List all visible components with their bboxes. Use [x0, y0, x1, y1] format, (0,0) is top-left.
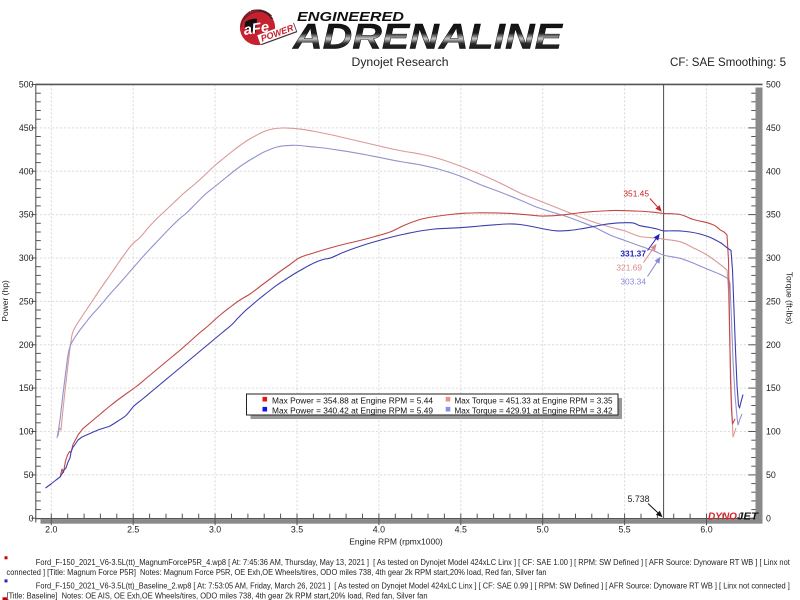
- svg-text:450: 450: [19, 123, 34, 133]
- svg-text:ADRENALINE: ADRENALINE: [292, 16, 564, 56]
- svg-text:ENGINEERED: ENGINEERED: [297, 9, 404, 24]
- svg-text:Max Torque = 451.33 at Engine: Max Torque = 451.33 at Engine RPM = 3.35: [455, 395, 613, 405]
- svg-text:100: 100: [19, 427, 34, 437]
- svg-text:500: 500: [19, 80, 34, 90]
- svg-text:331.37: 331.37: [620, 248, 646, 258]
- svg-text:5.738: 5.738: [627, 494, 649, 504]
- svg-text:450: 450: [766, 123, 781, 133]
- svg-text:5.0: 5.0: [537, 524, 549, 534]
- svg-text:250: 250: [766, 297, 781, 307]
- svg-text:400: 400: [19, 166, 34, 176]
- svg-text:Power (hp): Power (hp): [0, 280, 10, 322]
- svg-text:350: 350: [19, 210, 34, 220]
- svg-text:Ford_F-150_2021_V6-3.5L(tt)_Ma: Ford_F-150_2021_V6-3.5L(tt)_MagnumForceP…: [36, 558, 791, 567]
- svg-text:Ford_F-150_2021_V6-3.5L(tt)_Ba: Ford_F-150_2021_V6-3.5L(tt)_Baseline_2.w…: [36, 581, 790, 590]
- svg-text:2.5: 2.5: [127, 524, 139, 534]
- svg-text:6.0: 6.0: [700, 524, 712, 534]
- svg-text:50: 50: [766, 470, 776, 480]
- svg-text:50: 50: [24, 470, 34, 480]
- svg-text:100: 100: [766, 427, 781, 437]
- svg-text:5.5: 5.5: [618, 524, 630, 534]
- svg-text:250: 250: [19, 297, 34, 307]
- svg-text:150: 150: [19, 383, 34, 393]
- svg-text:Max Power = 354.88 at Engine R: Max Power = 354.88 at Engine RPM = 5.44: [272, 395, 433, 405]
- svg-text:CF: SAE Smoothing: 5: CF: SAE Smoothing: 5: [670, 57, 786, 69]
- svg-text:Max Torque = 429.91 at Engine: Max Torque = 429.91 at Engine RPM = 3.42: [455, 405, 613, 415]
- svg-text:Max Power = 340.42 at Engine R: Max Power = 340.42 at Engine RPM = 5.49: [272, 405, 433, 415]
- svg-text:DYNO: DYNO: [708, 511, 737, 523]
- svg-text:0: 0: [766, 513, 771, 523]
- svg-text:303.34: 303.34: [620, 276, 646, 286]
- svg-text:200: 200: [766, 340, 781, 350]
- svg-text:JET: JET: [737, 511, 760, 523]
- svg-text:®: ®: [273, 11, 277, 17]
- svg-text:2.0: 2.0: [45, 524, 57, 534]
- svg-text:4.5: 4.5: [455, 524, 467, 534]
- svg-text:3.5: 3.5: [291, 524, 303, 534]
- svg-text:300: 300: [766, 253, 781, 263]
- svg-text:Torque (ft-lbs): Torque (ft-lbs): [785, 272, 795, 325]
- svg-text:3.0: 3.0: [209, 524, 221, 534]
- svg-text:4.0: 4.0: [373, 524, 385, 534]
- svg-text:500: 500: [766, 80, 781, 90]
- svg-text:Engine RPM (rpmx1000): Engine RPM (rpmx1000): [349, 537, 443, 547]
- svg-text:[Title: Baseline] Notes: OE A: [Title: Baseline] Notes: OE AIS, OE Exh,…: [7, 591, 428, 600]
- svg-text:0: 0: [29, 513, 34, 523]
- svg-text:connected ] [Title: Magnum For: connected ] [Title: Magnum Force P5R] No…: [7, 568, 547, 577]
- svg-text:200: 200: [19, 340, 34, 350]
- svg-text:400: 400: [766, 166, 781, 176]
- svg-text:351.45: 351.45: [623, 188, 649, 198]
- svg-text:300: 300: [19, 253, 34, 263]
- svg-text:350: 350: [766, 210, 781, 220]
- svg-text:Dynojet Research: Dynojet Research: [352, 57, 449, 69]
- svg-text:321.69: 321.69: [616, 262, 642, 272]
- svg-text:150: 150: [766, 383, 781, 393]
